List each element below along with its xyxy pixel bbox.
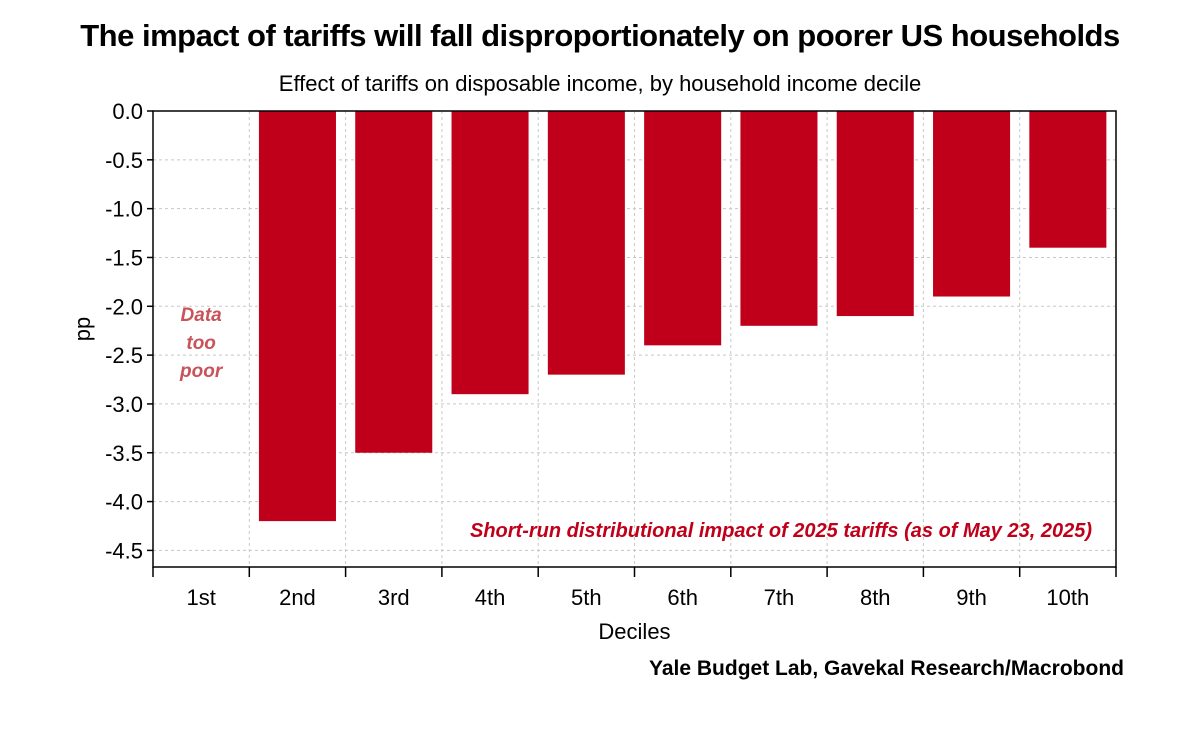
x-tick-label: 5th	[571, 585, 602, 610]
y-tick-label: -2.5	[105, 343, 143, 368]
bar-8th	[836, 111, 914, 317]
y-axis: 0.0 -0.5 -1.0 -1.5 -2.0 -2.5 -3.0 -3.5 -4.0 -4.5	[105, 99, 153, 563]
x-tick-label: 10th	[1046, 585, 1089, 610]
bar-6th	[644, 111, 722, 346]
missing-data-note-line: poor	[179, 361, 224, 382]
bar-7th	[740, 111, 818, 326]
y-tick-label: -3.0	[105, 392, 143, 417]
y-tick-label: -2.0	[105, 294, 143, 319]
bar-5th	[547, 111, 625, 375]
y-tick-label: -1.0	[105, 197, 143, 222]
bar-4th	[451, 111, 529, 395]
y-tick-label: -0.5	[105, 148, 143, 173]
chart-annotation: Short-run distributional impact of 2025 …	[470, 520, 1092, 542]
bar-3rd	[355, 111, 433, 453]
y-tick-label: 0.0	[112, 99, 143, 124]
x-tick-label: 7th	[764, 585, 795, 610]
x-tick-label: 3rd	[378, 585, 410, 610]
y-tick-label: -1.5	[105, 245, 143, 270]
x-axis: 1st 2nd 3rd 4th 5th 6th 7th 8th 9th 10th	[152, 567, 1117, 610]
x-axis-title: Deciles	[598, 619, 670, 644]
x-tick-label: 9th	[956, 585, 987, 610]
x-tick-label: 4th	[475, 585, 506, 610]
source-credit: Yale Budget Lab, Gavekal Research/Macrob…	[649, 657, 1124, 680]
y-tick-label: -4.5	[105, 538, 143, 563]
bar-2nd	[258, 111, 336, 522]
bar-10th	[1029, 111, 1107, 248]
x-tick-label: 6th	[667, 585, 698, 610]
chart-subtitle: Effect of tariffs on disposable income, …	[278, 71, 922, 96]
bar-9th	[933, 111, 1011, 297]
missing-data-note: Data too poor	[179, 305, 224, 382]
x-tick-label: 2nd	[279, 585, 316, 610]
chart-title: The impact of tariffs will fall dispropo…	[80, 18, 1120, 53]
missing-data-note-line: too	[186, 333, 216, 354]
x-tick-label: 8th	[860, 585, 891, 610]
missing-data-note-line: Data	[181, 305, 223, 326]
y-axis-title: pp	[70, 317, 95, 341]
y-tick-label: -3.5	[105, 441, 143, 466]
x-tick-label: 1st	[186, 585, 215, 610]
bars	[258, 111, 1107, 522]
y-tick-label: -4.0	[105, 490, 143, 515]
